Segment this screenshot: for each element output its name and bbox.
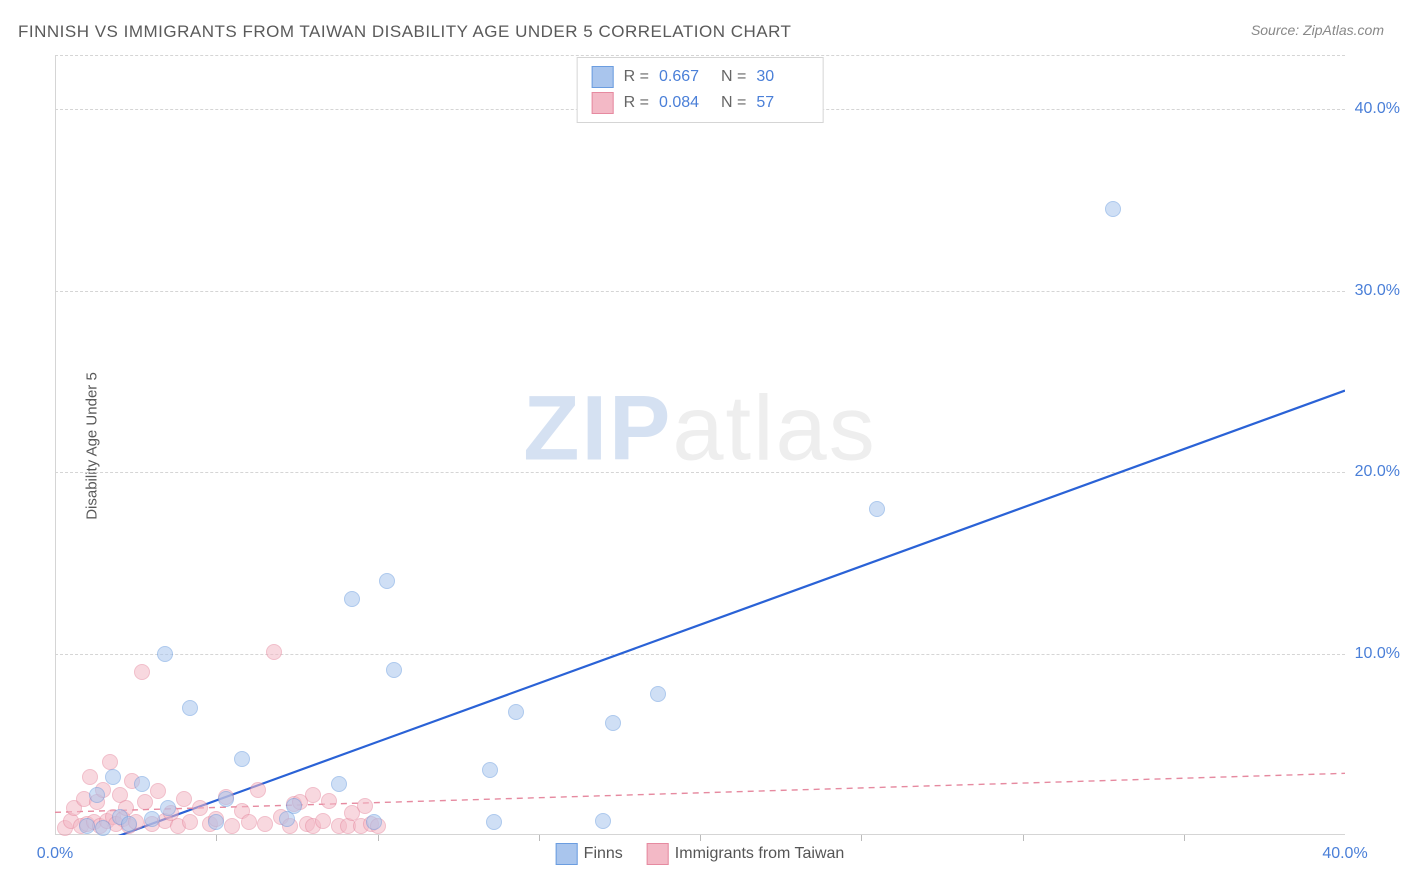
x-tick-mark [1023,835,1024,841]
legend-R-value: 0.084 [659,90,711,116]
data-point-finns [144,811,160,827]
legend-stats-row-finns: R = 0.667 N = 30 [592,64,809,90]
trend-line-finns [71,391,1345,835]
data-point-taiwan [305,787,321,803]
y-tick-label: 40.0% [1350,100,1400,118]
data-point-finns [134,776,150,792]
x-tick-mark [378,835,379,841]
legend-swatch-icon [556,843,578,865]
gridline-h [55,291,1345,292]
data-point-taiwan [321,793,337,809]
legend-stats: R = 0.667 N = 30 R = 0.084 N = 57 [577,57,824,123]
plot-area: ZIPatlas 10.0%20.0%30.0%40.0% 0.0%40.0% … [55,55,1345,835]
y-tick-label: 30.0% [1350,282,1400,300]
legend-R-label: R = [624,90,649,116]
x-tick-mark [700,835,701,841]
data-point-taiwan [82,769,98,785]
legend-series-label: Immigrants from Taiwan [675,845,845,862]
data-point-finns [1105,201,1121,217]
legend-R-label: R = [624,64,649,90]
data-point-finns [482,762,498,778]
legend-series: Finns Immigrants from Taiwan [556,843,845,865]
data-point-taiwan [134,664,150,680]
source-prefix: Source: [1251,22,1303,38]
legend-stats-row-taiwan: R = 0.084 N = 57 [592,90,809,116]
data-point-taiwan [250,782,266,798]
data-point-finns [605,715,621,731]
data-point-taiwan [241,814,257,830]
x-tick-mark [216,835,217,841]
data-point-finns [95,820,111,836]
data-point-taiwan [315,813,331,829]
data-point-taiwan [137,794,153,810]
y-tick-label: 20.0% [1350,463,1400,481]
data-point-finns [386,662,402,678]
data-point-finns [105,769,121,785]
gridline-h [55,654,1345,655]
data-point-finns [508,704,524,720]
source-attribution: Source: ZipAtlas.com [1251,22,1384,38]
legend-swatch-icon [592,66,614,88]
data-point-finns [379,573,395,589]
gridline-top [55,55,1345,56]
watermark: ZIPatlas [523,377,876,482]
data-point-finns [79,818,95,834]
trend-lines-layer [55,55,1345,835]
data-point-taiwan [266,644,282,660]
data-point-finns [650,686,666,702]
data-point-finns [157,646,173,662]
data-point-taiwan [150,783,166,799]
y-axis-line [55,55,56,835]
data-point-finns [208,814,224,830]
data-point-finns [286,798,302,814]
watermark-left: ZIP [523,378,672,480]
data-point-finns [486,814,502,830]
data-point-taiwan [102,754,118,770]
legend-N-value: 57 [756,90,808,116]
data-point-finns [218,791,234,807]
legend-series-item-finns: Finns [556,843,623,865]
x-tick-label: 0.0% [37,845,73,863]
legend-swatch-icon [592,92,614,114]
data-point-taiwan [357,798,373,814]
data-point-finns [331,776,347,792]
data-point-taiwan [224,818,240,834]
data-point-finns [160,800,176,816]
x-tick-label: 40.0% [1322,845,1367,863]
data-point-finns [234,751,250,767]
data-point-finns [121,816,137,832]
legend-swatch-icon [647,843,669,865]
y-tick-label: 10.0% [1350,645,1400,663]
x-tick-mark [861,835,862,841]
data-point-taiwan [176,791,192,807]
x-tick-mark [1184,835,1185,841]
legend-R-value: 0.667 [659,64,711,90]
data-point-finns [89,787,105,803]
legend-N-label: N = [721,64,746,90]
data-point-taiwan [192,800,208,816]
data-point-finns [366,814,382,830]
data-point-taiwan [257,816,273,832]
source-name: ZipAtlas.com [1303,22,1384,38]
data-point-taiwan [182,814,198,830]
data-point-finns [869,501,885,517]
data-point-finns [182,700,198,716]
data-point-finns [595,813,611,829]
watermark-right: atlas [672,378,876,480]
legend-N-value: 30 [756,64,808,90]
legend-series-label: Finns [584,845,623,862]
legend-N-label: N = [721,90,746,116]
x-tick-mark [539,835,540,841]
chart-title: FINNISH VS IMMIGRANTS FROM TAIWAN DISABI… [18,22,791,42]
legend-series-item-taiwan: Immigrants from Taiwan [647,843,845,865]
data-point-finns [344,591,360,607]
gridline-h [55,472,1345,473]
